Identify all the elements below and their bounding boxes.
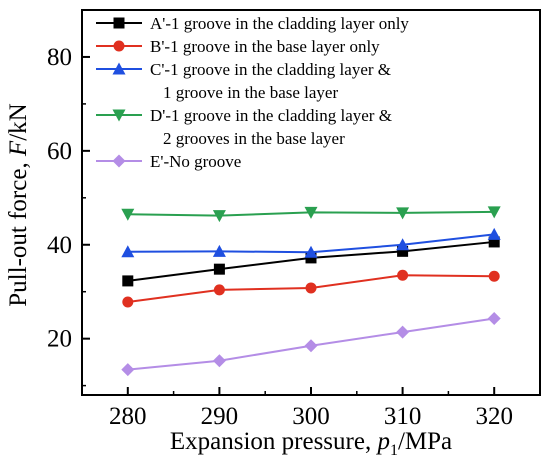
data-point	[121, 208, 135, 221]
y-axis-title-var: F	[5, 140, 32, 157]
x-tick-label: 320	[475, 403, 513, 430]
legend-swatch-marker	[112, 62, 126, 75]
data-point	[396, 238, 410, 251]
data-point	[304, 206, 318, 219]
legend-label: 1 groove in the base layer	[163, 83, 338, 102]
legend-swatch-marker	[112, 109, 126, 122]
x-tick-label: 280	[109, 403, 147, 430]
y-tick-label: 80	[47, 44, 72, 71]
data-point	[304, 339, 318, 353]
data-point	[397, 245, 409, 257]
x-axis-title: Expansion pressure, p1/MPa	[170, 428, 452, 459]
x-tick-label: 290	[201, 403, 239, 430]
data-point	[122, 275, 134, 287]
data-point	[305, 282, 317, 294]
data-point	[213, 284, 225, 296]
data-point	[305, 252, 317, 264]
x-axis-title-var: p	[375, 428, 390, 455]
series-layer	[121, 206, 501, 377]
data-point	[304, 245, 318, 258]
y-tick-label: 40	[47, 232, 72, 259]
data-point	[122, 296, 134, 308]
data-point	[212, 210, 226, 223]
series-3	[121, 206, 501, 223]
data-point	[121, 245, 135, 258]
legend-swatch-marker	[113, 17, 125, 29]
legend-item-3: D'-1 groove in the cladding layer & 2 gro…	[96, 106, 392, 148]
legend-swatch-marker	[113, 40, 125, 52]
series-2	[121, 227, 501, 258]
x-axis: 280 290 300 310 320	[109, 387, 513, 430]
legend-swatch-marker	[112, 154, 126, 168]
legend-label: 2 grooves in the base layer	[163, 129, 345, 148]
legend-label: B'-1 groove in the base layer only	[150, 37, 380, 56]
legend-label: E'-No groove	[150, 152, 241, 171]
y-axis-title-prefix: Pull-out force,	[5, 156, 32, 307]
legend-item-1: B'-1 groove in the base layer only	[96, 37, 380, 56]
data-point	[121, 363, 135, 377]
x-tick-label: 310	[384, 403, 422, 430]
data-point	[397, 269, 409, 281]
data-point	[488, 236, 500, 248]
y-axis-title-suffix: /kN	[5, 103, 32, 141]
series-0	[122, 236, 500, 287]
data-point	[487, 311, 501, 325]
y-tick-label: 20	[47, 326, 72, 353]
y-axis: 20 40 60 80	[47, 9, 90, 387]
data-point	[396, 325, 410, 339]
series-1	[122, 269, 500, 308]
y-axis-title: Pull-out force, F/kN	[5, 103, 32, 306]
legend-item-0: A'-1 groove in the cladding layer only	[96, 14, 409, 33]
legend-label: C'-1 groove in the cladding layer &	[150, 60, 391, 79]
data-point	[212, 244, 226, 257]
x-tick-label: 300	[292, 403, 330, 430]
x-axis-title-sub: 1	[390, 442, 398, 459]
x-axis-title-suffix: /MPa	[398, 428, 452, 455]
x-axis-title-prefix: Expansion pressure,	[170, 428, 378, 455]
legend-label: A'-1 groove in the cladding layer only	[150, 14, 409, 33]
data-point	[212, 354, 226, 368]
legend-item-4: E'-No groove	[96, 152, 241, 171]
data-point	[487, 206, 501, 219]
series-4	[121, 311, 501, 377]
data-point	[396, 207, 410, 220]
legend: A'-1 groove in the cladding layer only B'…	[96, 14, 409, 171]
data-point	[487, 227, 501, 240]
legend-label: D'-1 groove in the cladding layer &	[150, 106, 392, 125]
y-tick-label: 60	[47, 138, 72, 165]
data-point	[213, 263, 225, 275]
legend-item-2: C'-1 groove in the cladding layer & 1 gro…	[96, 60, 391, 102]
data-point	[488, 270, 500, 282]
